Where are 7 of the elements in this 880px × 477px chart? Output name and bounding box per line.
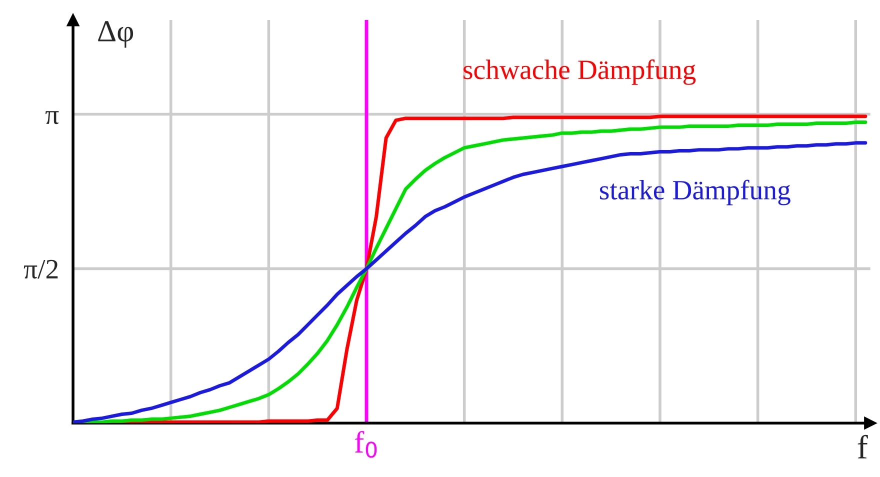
- y-tick-label: π/2: [24, 260, 58, 279]
- y-axis-title: Δφ: [98, 21, 134, 48]
- series-label: schwache Dämpfung: [464, 59, 696, 85]
- x-tick-label: f$_{0}$: [354, 430, 377, 458]
- y-tick-label: π: [46, 111, 59, 124]
- x-axis-title: f: [858, 434, 868, 458]
- series-label: starke Dämpfung: [600, 180, 790, 206]
